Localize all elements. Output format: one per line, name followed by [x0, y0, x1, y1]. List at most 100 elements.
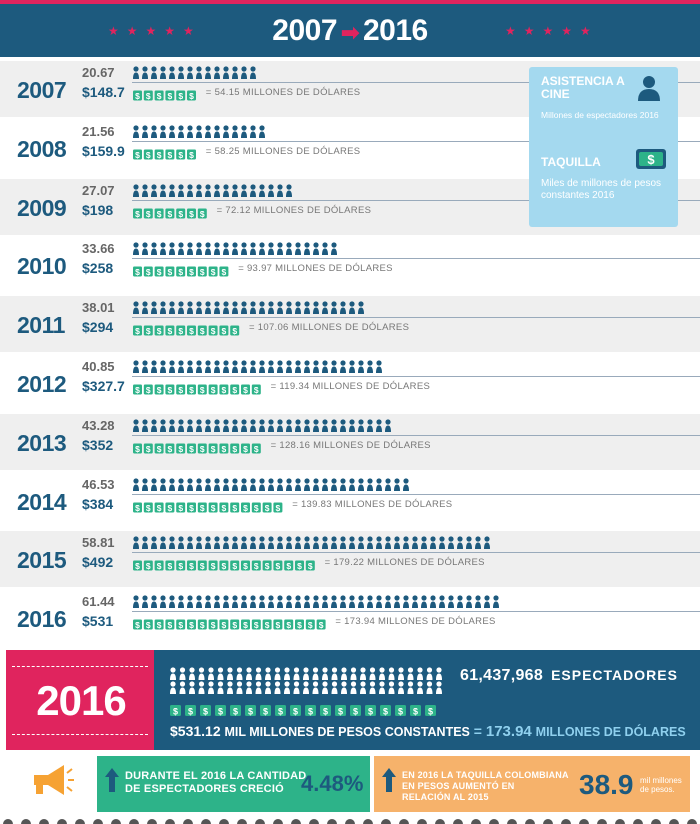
- spectators-value: 38.01: [82, 300, 115, 316]
- svg-text:$: $: [168, 385, 173, 395]
- person-icon: [250, 595, 256, 609]
- stars-left: ★★★★★: [108, 24, 202, 38]
- person-icon: [178, 477, 184, 491]
- money-bill-icon: $: [197, 384, 207, 395]
- svg-text:$: $: [265, 561, 270, 571]
- summary-usd-label: MILLONES DE DÓLARES: [535, 725, 686, 739]
- year-label: 2015: [17, 547, 67, 574]
- person-icon: [236, 681, 243, 694]
- money-bill-icon: $: [133, 443, 142, 454]
- person-icon: [214, 66, 220, 79]
- svg-text:$: $: [178, 620, 183, 630]
- boxoffice-bar: $ $ $ $ $ $ $ $ $ $ $ $: [133, 443, 261, 454]
- svg-text:$: $: [222, 620, 227, 630]
- money-bill-icon: $: [165, 560, 175, 571]
- svg-text:$: $: [189, 561, 194, 571]
- svg-text:$: $: [276, 620, 281, 630]
- money-bill-icon: $: [143, 619, 153, 630]
- ticket-notch: [21, 819, 31, 824]
- money-bill-icon: $: [187, 502, 196, 513]
- person-icon: [232, 536, 238, 550]
- person-icon: [196, 360, 202, 373]
- person-icon: [417, 667, 423, 680]
- person-icon: [151, 125, 157, 138]
- person-icon: [421, 536, 427, 550]
- svg-text:$: $: [146, 620, 151, 630]
- svg-text:$: $: [178, 267, 183, 277]
- money-bill-icon: $: [305, 560, 315, 571]
- money-bill-icon: $: [187, 443, 196, 454]
- ticket-notch: [651, 819, 661, 824]
- person-icon: [178, 360, 184, 373]
- boxoffice-text: EN 2016 LA TAQUILLA COLOMBIANA EN PESOS …: [402, 770, 569, 803]
- usd-label: = 58.25 MILLONES DE DÓLARES: [205, 145, 361, 157]
- year-label: 2010: [17, 253, 67, 280]
- ticket-notch: [615, 819, 625, 824]
- person-icon: [369, 667, 376, 680]
- row-divider: [132, 258, 700, 260]
- person-icon: [403, 595, 409, 609]
- svg-text:$: $: [211, 620, 216, 630]
- svg-text:$: $: [189, 209, 194, 219]
- svg-text:$: $: [200, 209, 205, 219]
- boxoffice-bar-wrap: $ $ $ $ $ $ $ $ $ $: [133, 323, 241, 336]
- person-icon: [250, 301, 256, 315]
- boxoffice-box: EN 2016 LA TAQUILLA COLOMBIANA EN PESOS …: [374, 756, 690, 812]
- row-divider: [132, 376, 700, 377]
- ticket-notch: [489, 819, 499, 824]
- money-bill-icon: $: [154, 149, 164, 160]
- svg-text:$: $: [135, 503, 140, 513]
- person-icon: [313, 360, 319, 373]
- money-bill-icon: $: [176, 149, 186, 160]
- spectators-value: 58.81: [82, 535, 115, 551]
- person-icon: [223, 477, 229, 491]
- person-icon: [322, 536, 328, 550]
- person-icon: [196, 536, 202, 550]
- person-icon: [286, 360, 292, 373]
- svg-text:$: $: [353, 707, 358, 717]
- person-icon: [277, 536, 283, 550]
- person-icon: [475, 595, 481, 609]
- person-icon: [133, 419, 139, 432]
- person-icon: [133, 183, 139, 197]
- person-icon: [214, 360, 220, 373]
- boxoffice-bar: $ $ $ $ $ $ $ $ $ $: [133, 325, 240, 336]
- person-icon: [187, 301, 193, 315]
- ticket-notch: [309, 819, 319, 824]
- spectators-bar-wrap: [133, 595, 502, 609]
- svg-text:$: $: [232, 385, 237, 395]
- person-icon: [304, 242, 310, 256]
- svg-text:$: $: [178, 561, 183, 571]
- person-icon: [394, 477, 400, 491]
- person-icon: [385, 536, 391, 550]
- boxoffice-bar: $ $ $ $ $ $ $: [133, 208, 207, 219]
- person-icon: [259, 477, 265, 491]
- person-icon: [379, 681, 385, 694]
- person-icon: [205, 360, 211, 373]
- svg-text:$: $: [254, 620, 259, 630]
- svg-text:$: $: [189, 385, 194, 395]
- person-icon: [214, 595, 220, 609]
- summary-equals: =: [473, 723, 482, 739]
- ticket-notch: [291, 819, 301, 824]
- ticket-notch: [633, 819, 643, 824]
- money-bill-icon: $: [230, 443, 240, 454]
- svg-text:$: $: [211, 503, 216, 513]
- person-icon: [295, 536, 301, 550]
- usd-label: = 54.15 MILLONES DE DÓLARES: [205, 87, 361, 98]
- person-icon: [341, 681, 347, 694]
- money-bill-icon: $: [176, 266, 186, 277]
- person-icon: [246, 667, 252, 680]
- year-row: 2008 21.56 $159.9 $ $ $ $ $ $ = 58.25 MILLONES DE…: [0, 120, 700, 176]
- person-icon: [403, 477, 409, 491]
- svg-text:$: $: [211, 385, 216, 395]
- spectators-bar: [133, 301, 364, 315]
- usd-label: = 128.16 MILLONES DE DÓLARES: [270, 439, 431, 451]
- ticket-notch: [237, 819, 247, 824]
- svg-text:$: $: [157, 150, 162, 160]
- money-bill-icon: $: [219, 384, 229, 395]
- person-icon: [241, 536, 247, 550]
- person-icon: [189, 681, 195, 694]
- person-icon: [151, 536, 157, 550]
- person-icon: [439, 536, 445, 550]
